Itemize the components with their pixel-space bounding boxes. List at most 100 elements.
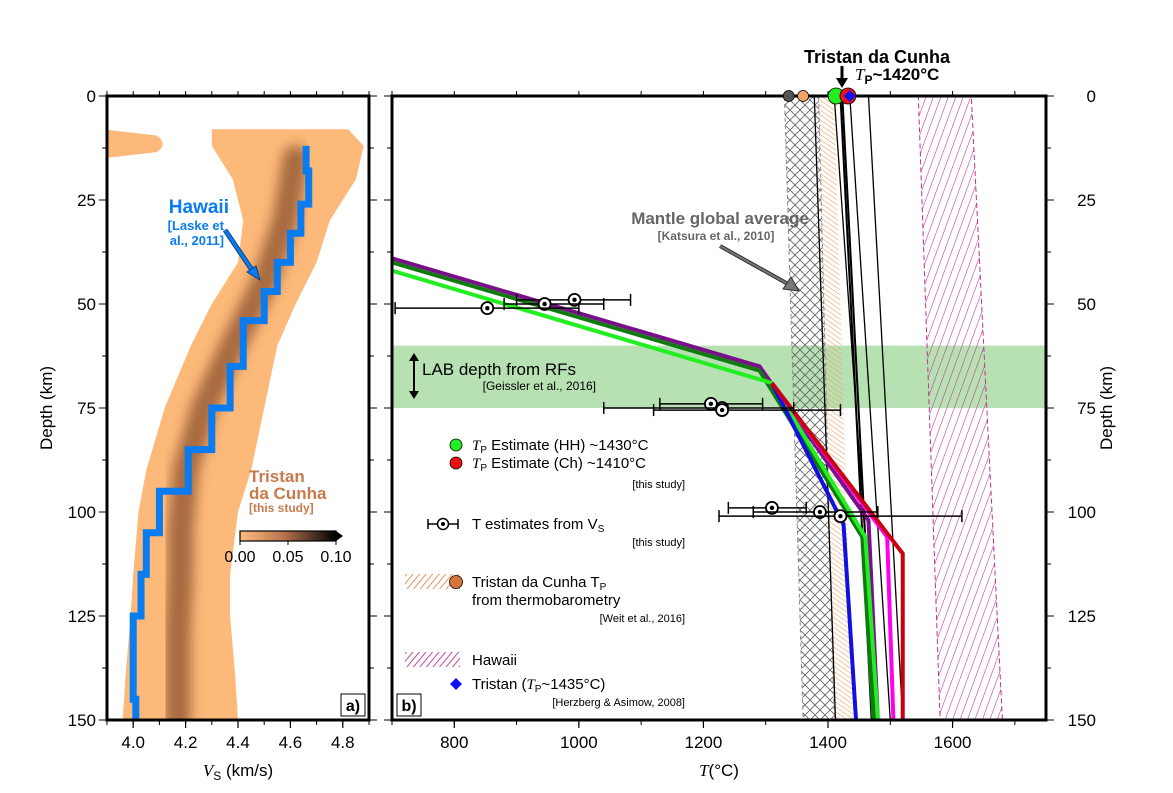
legend-item-t-estimates: T estimates from VS [this study]	[427, 516, 685, 549]
svg-text:[this study]: [this study]	[632, 479, 685, 491]
svg-text:Tristan da Cunha TP: Tristan da Cunha TP	[472, 574, 607, 593]
legend-item-thermobarometry: Tristan da Cunha TP from thermobarometry…	[405, 574, 685, 625]
mantle-average-tp-marker	[782, 90, 795, 102]
y-tick-label-right: 75	[1077, 399, 1096, 418]
colorbar-tick-1: 0.05	[272, 549, 303, 566]
orange-hatch-icon	[405, 574, 460, 589]
svg-text:a): a)	[346, 698, 360, 715]
panel-a-label: a)	[340, 693, 366, 717]
x-tick-label: 4.4	[226, 733, 250, 752]
y-tick-label: 125	[68, 607, 96, 626]
hawaii-vs-profile	[129, 145, 313, 720]
adiabat-line	[849, 96, 891, 720]
x-tick-label: 4.2	[174, 733, 198, 752]
geotherm-purple	[392, 256, 880, 720]
colorbar-gradient	[239, 530, 337, 542]
mantle-average-label: Mantle global average	[631, 209, 809, 228]
svg-text:[Weit et al., 2016]: [Weit et al., 2016]	[600, 613, 685, 625]
panel-b-ylabel: Depth (km)	[1097, 366, 1116, 450]
estimate-marker-dot	[817, 509, 823, 515]
panel-b-xlabel: T(°C)	[699, 761, 739, 780]
panel-a-xlabel: VS (km/s)	[203, 761, 273, 783]
estimate-marker-dot	[708, 401, 714, 407]
estimate-marker-dot	[838, 513, 843, 519]
lab-arrow	[409, 353, 419, 399]
thermobarometry-tp-marker	[797, 90, 809, 102]
magenta-hatch-icon	[405, 652, 460, 667]
x-tick-label: 1000	[560, 733, 598, 752]
x-tick-label: 4.6	[279, 733, 303, 752]
x-tick-label: 1200	[685, 733, 723, 752]
tristan-density-region	[107, 129, 364, 720]
tristan-label-line2: da Cunha	[249, 484, 327, 503]
estimate-marker-dot	[485, 305, 490, 311]
svg-text:TP Estimate (Ch) ~1410°C: TP Estimate (Ch) ~1410°C	[472, 455, 646, 474]
svg-text:[this study]: [this study]	[632, 537, 685, 549]
x-tick-label: 4.8	[331, 733, 355, 752]
y-tick-label: 150	[68, 711, 96, 730]
y-tick-label-right: 50	[1077, 295, 1096, 314]
y-tick-label-right: 125	[1068, 607, 1096, 626]
legend-item-hawaii: Hawaii	[405, 652, 517, 669]
hawaii-label: Hawaii	[169, 197, 229, 218]
hawaii-arrow	[222, 228, 261, 282]
colorbar-tick-2: 0.10	[320, 549, 351, 566]
y-tick-label-right: 100	[1068, 503, 1096, 522]
tristan-density-ridge	[164, 145, 309, 720]
tristan-envelope	[122, 129, 364, 720]
y-tick-label-right: 0	[1087, 87, 1096, 106]
errorbar-point-icon	[427, 517, 459, 531]
y-tick-label: 100	[68, 503, 96, 522]
svg-text:TP Estimate (HH) ~1430°C: TP Estimate (HH) ~1430°C	[472, 437, 649, 456]
adiabat-line	[813, 96, 837, 720]
svg-text:Tristan (TP~1435°C): Tristan (TP~1435°C)	[472, 676, 605, 695]
adiabat-line	[867, 96, 904, 720]
x-tick-label: 1600	[934, 733, 972, 752]
lab-citation: [Geissler et al., 2016]	[483, 379, 596, 393]
svg-text:from thermobarometry: from thermobarometry	[472, 592, 621, 609]
tristan-shallow-lobe	[107, 129, 163, 158]
estimate-marker-dot	[769, 505, 775, 511]
t-estimate-point	[394, 301, 580, 316]
y-tick-label: 50	[77, 295, 96, 314]
panel-a-ylabel: Depth (km)	[37, 366, 56, 450]
tristan-density-core	[164, 145, 309, 720]
t-estimate-point	[503, 297, 605, 311]
svg-text:T estimates from VS: T estimates from VS	[472, 516, 605, 535]
panel-a: 4.0 4.2 4.4 4.6 4.8 0 25 50 75 100 125 150 Hawaii […	[37, 87, 377, 783]
mantle-average-citation: [Katsura et al., 2010]	[658, 229, 775, 243]
y-tick-label-right: 150	[1068, 711, 1096, 730]
y-tick-label: 75	[77, 399, 96, 418]
lab-label: LAB depth from RFs	[422, 360, 576, 379]
blue-diamond-icon	[450, 678, 462, 690]
title-arrow	[836, 66, 848, 88]
y-tick-label-right: 25	[1077, 191, 1096, 210]
hawaii-citation-line2: al., 2011]	[170, 233, 224, 248]
estimate-marker-dot	[572, 297, 577, 303]
mantle-average-arrow	[719, 244, 800, 292]
y-tick-label: 25	[77, 191, 96, 210]
geotherm-red	[770, 381, 905, 720]
x-tick-label: 1400	[809, 733, 847, 752]
tristan-label-line1: Tristan	[249, 467, 305, 486]
t-estimate-point	[652, 403, 842, 417]
legend-item-tp-ch: TP Estimate (Ch) ~1410°C [this study]	[449, 455, 685, 491]
x-tick-label: 4.0	[121, 733, 145, 752]
x-tick-label: 800	[440, 733, 468, 752]
t-estimate-point	[718, 509, 963, 524]
tristan-herzberg-marker	[843, 90, 856, 102]
geotherm-green	[392, 268, 880, 720]
legend-item-herzberg: Tristan (TP~1435°C) [Herzberg & Asimow, …	[450, 676, 685, 709]
colorbar: 0.00 0.05 0.10	[224, 530, 352, 566]
orange-circle-icon	[449, 575, 463, 589]
hawaii-band	[917, 96, 1003, 720]
red-circle-icon	[449, 456, 463, 470]
geotherm-blue	[770, 382, 859, 720]
svg-text:[Herzberg & Asimow, 2008]: [Herzberg & Asimow, 2008]	[552, 697, 685, 709]
panel-b-label: b)	[396, 693, 422, 717]
svg-text:b): b)	[401, 698, 416, 715]
svg-text:Hawaii: Hawaii	[472, 652, 517, 669]
geotherm-dark-green	[392, 260, 876, 720]
tp-annotation: TP~1420°C	[855, 65, 939, 87]
